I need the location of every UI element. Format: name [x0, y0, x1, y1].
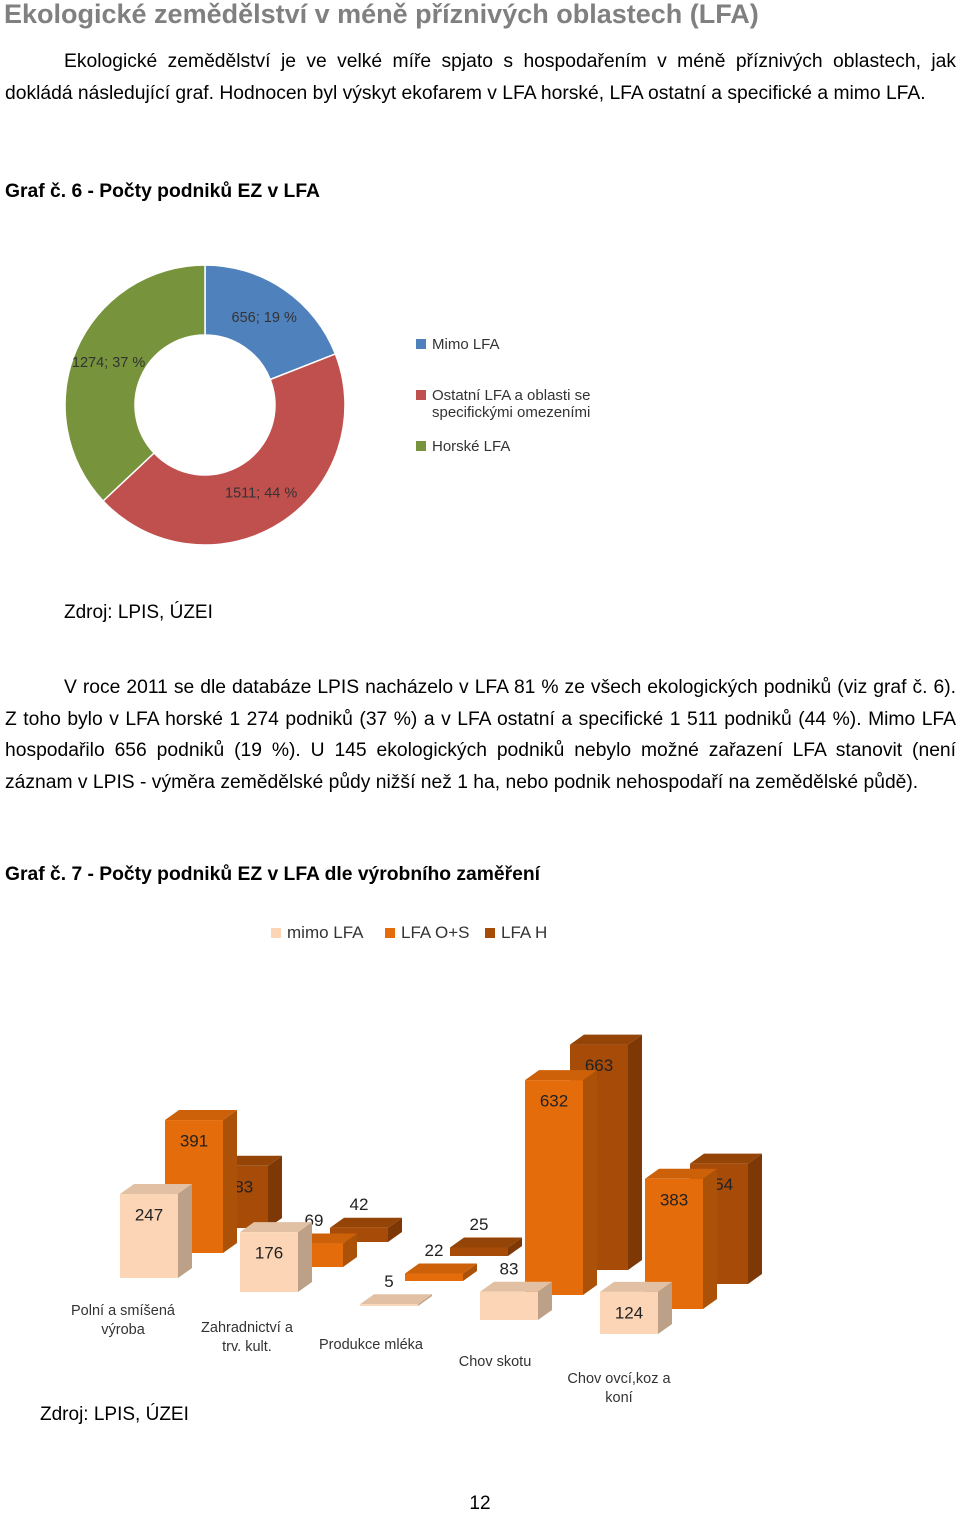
chart-title: Graf č. 7 - Počty podniků EZ v LFA dle v… — [5, 864, 540, 885]
bar-side — [583, 1070, 597, 1295]
pie-slice — [102, 353, 346, 546]
legend-label: Ostatní LFA a oblasti se specifickými om… — [432, 387, 591, 421]
bar-top — [360, 1294, 432, 1305]
data-label: 656; 19 % — [232, 310, 297, 326]
bar-top — [330, 1217, 402, 1228]
legend-label: LFA H — [501, 923, 548, 942]
legend-label: Mimo LFA — [432, 336, 500, 353]
legend-item: LFA H — [485, 923, 547, 943]
bar — [405, 1273, 463, 1281]
bar — [120, 1194, 178, 1278]
legend-swatch — [385, 928, 395, 938]
data-label: 5 — [384, 1272, 393, 1291]
bar-side — [703, 1168, 717, 1309]
bar-top — [525, 1070, 597, 1081]
data-label: 247 — [135, 1206, 163, 1225]
data-label: 1511; 44 % — [225, 486, 297, 502]
bar — [525, 1080, 583, 1295]
category-label: Polní a smíšená výroba — [71, 1303, 175, 1338]
bar — [240, 1232, 298, 1292]
source: Zdroj: LPIS, ÚZEI — [40, 1404, 189, 1425]
bar-side — [343, 1233, 357, 1267]
data-label: 42 — [350, 1195, 369, 1214]
bar-side — [178, 1184, 192, 1278]
legend-item: Ostatní LFA a oblasti se specifickými om… — [416, 387, 606, 421]
bar — [360, 1304, 418, 1306]
bar-top — [405, 1263, 477, 1274]
legend-item: Mimo LFA — [416, 336, 606, 353]
legend-swatch — [416, 441, 426, 451]
category-label: Chov skotu — [458, 1354, 532, 1370]
data-label: 391 — [180, 1132, 208, 1151]
bar-top — [600, 1281, 672, 1292]
bar — [450, 1247, 508, 1256]
pie-slice — [204, 264, 337, 381]
page-number: 12 — [469, 1493, 491, 1514]
bar-top — [450, 1237, 522, 1248]
legend-swatch — [416, 339, 426, 349]
legend-label: LFA O+S — [401, 923, 470, 942]
bar-side — [223, 1110, 237, 1253]
bar-top — [645, 1168, 717, 1179]
bar-top — [240, 1222, 312, 1233]
legend-item: LFA O+S — [385, 923, 470, 943]
bar-side — [508, 1237, 522, 1256]
bar-side — [748, 1153, 762, 1284]
bar-side — [418, 1294, 432, 1306]
legend-swatch — [416, 390, 426, 400]
bar-side — [658, 1281, 672, 1334]
bar-side — [388, 1217, 402, 1242]
data-label: 22 — [425, 1241, 444, 1260]
pie-slice — [64, 264, 206, 503]
data-label: 632 — [540, 1092, 568, 1111]
heading: Ekologické zemědělství v méně příznivých… — [4, 0, 759, 29]
bar-side — [298, 1222, 312, 1292]
data-label: 124 — [615, 1303, 643, 1322]
legend-swatch — [271, 928, 281, 938]
bar-top — [690, 1153, 762, 1164]
bar — [480, 1291, 538, 1320]
bar-top — [120, 1184, 192, 1195]
chart-title: Graf č. 6 - Počty podniků EZ v LFA — [5, 181, 320, 202]
paragraph: V roce 2011 se dle databáze LPIS nacháze… — [5, 677, 956, 793]
bar-side — [628, 1034, 642, 1270]
legend-swatch — [485, 928, 495, 938]
bar-top — [480, 1281, 552, 1292]
bar-side — [268, 1155, 282, 1228]
legend-label: mimo LFA — [287, 923, 364, 942]
bar-side — [538, 1281, 552, 1320]
data-label: 383 — [660, 1190, 688, 1209]
category-label: Chov ovcí,koz a koní — [567, 1371, 671, 1406]
data-label: 25 — [470, 1215, 489, 1234]
legend-label: Horské LFA — [432, 438, 511, 455]
legend-item: Horské LFA — [416, 438, 606, 455]
bar-side — [463, 1263, 477, 1281]
data-label: 176 — [255, 1244, 283, 1263]
bar-top — [570, 1034, 642, 1045]
category-label: Zahradnictví a trv. kult. — [201, 1320, 293, 1355]
data-label: 1274; 37 % — [72, 355, 145, 371]
source: Zdroj: LPIS, ÚZEI — [64, 602, 213, 623]
legend-item: mimo LFA — [271, 923, 364, 943]
data-label: 83 — [500, 1259, 519, 1278]
bar-top — [165, 1110, 237, 1121]
bar — [600, 1291, 658, 1334]
category-label: Produkce mléka — [319, 1337, 423, 1353]
paragraph: Ekologické zemědělství je ve velké míře … — [5, 51, 956, 104]
